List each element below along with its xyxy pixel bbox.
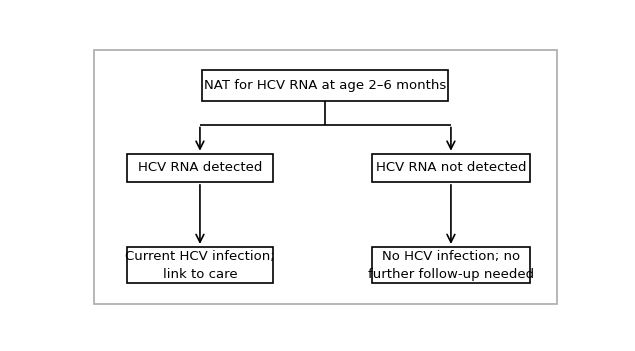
- Bar: [372, 247, 530, 283]
- Text: HCV RNA detected: HCV RNA detected: [138, 161, 262, 174]
- Text: Current HCV infection;
link to care: Current HCV infection; link to care: [125, 250, 275, 280]
- Bar: [372, 154, 530, 182]
- Bar: [128, 154, 272, 182]
- Text: NAT for HCV RNA at age 2–6 months: NAT for HCV RNA at age 2–6 months: [204, 79, 446, 92]
- Text: HCV RNA not detected: HCV RNA not detected: [376, 161, 526, 174]
- Text: No HCV infection; no
further follow-up needed: No HCV infection; no further follow-up n…: [368, 250, 534, 280]
- Bar: [203, 70, 448, 101]
- Bar: [128, 247, 272, 283]
